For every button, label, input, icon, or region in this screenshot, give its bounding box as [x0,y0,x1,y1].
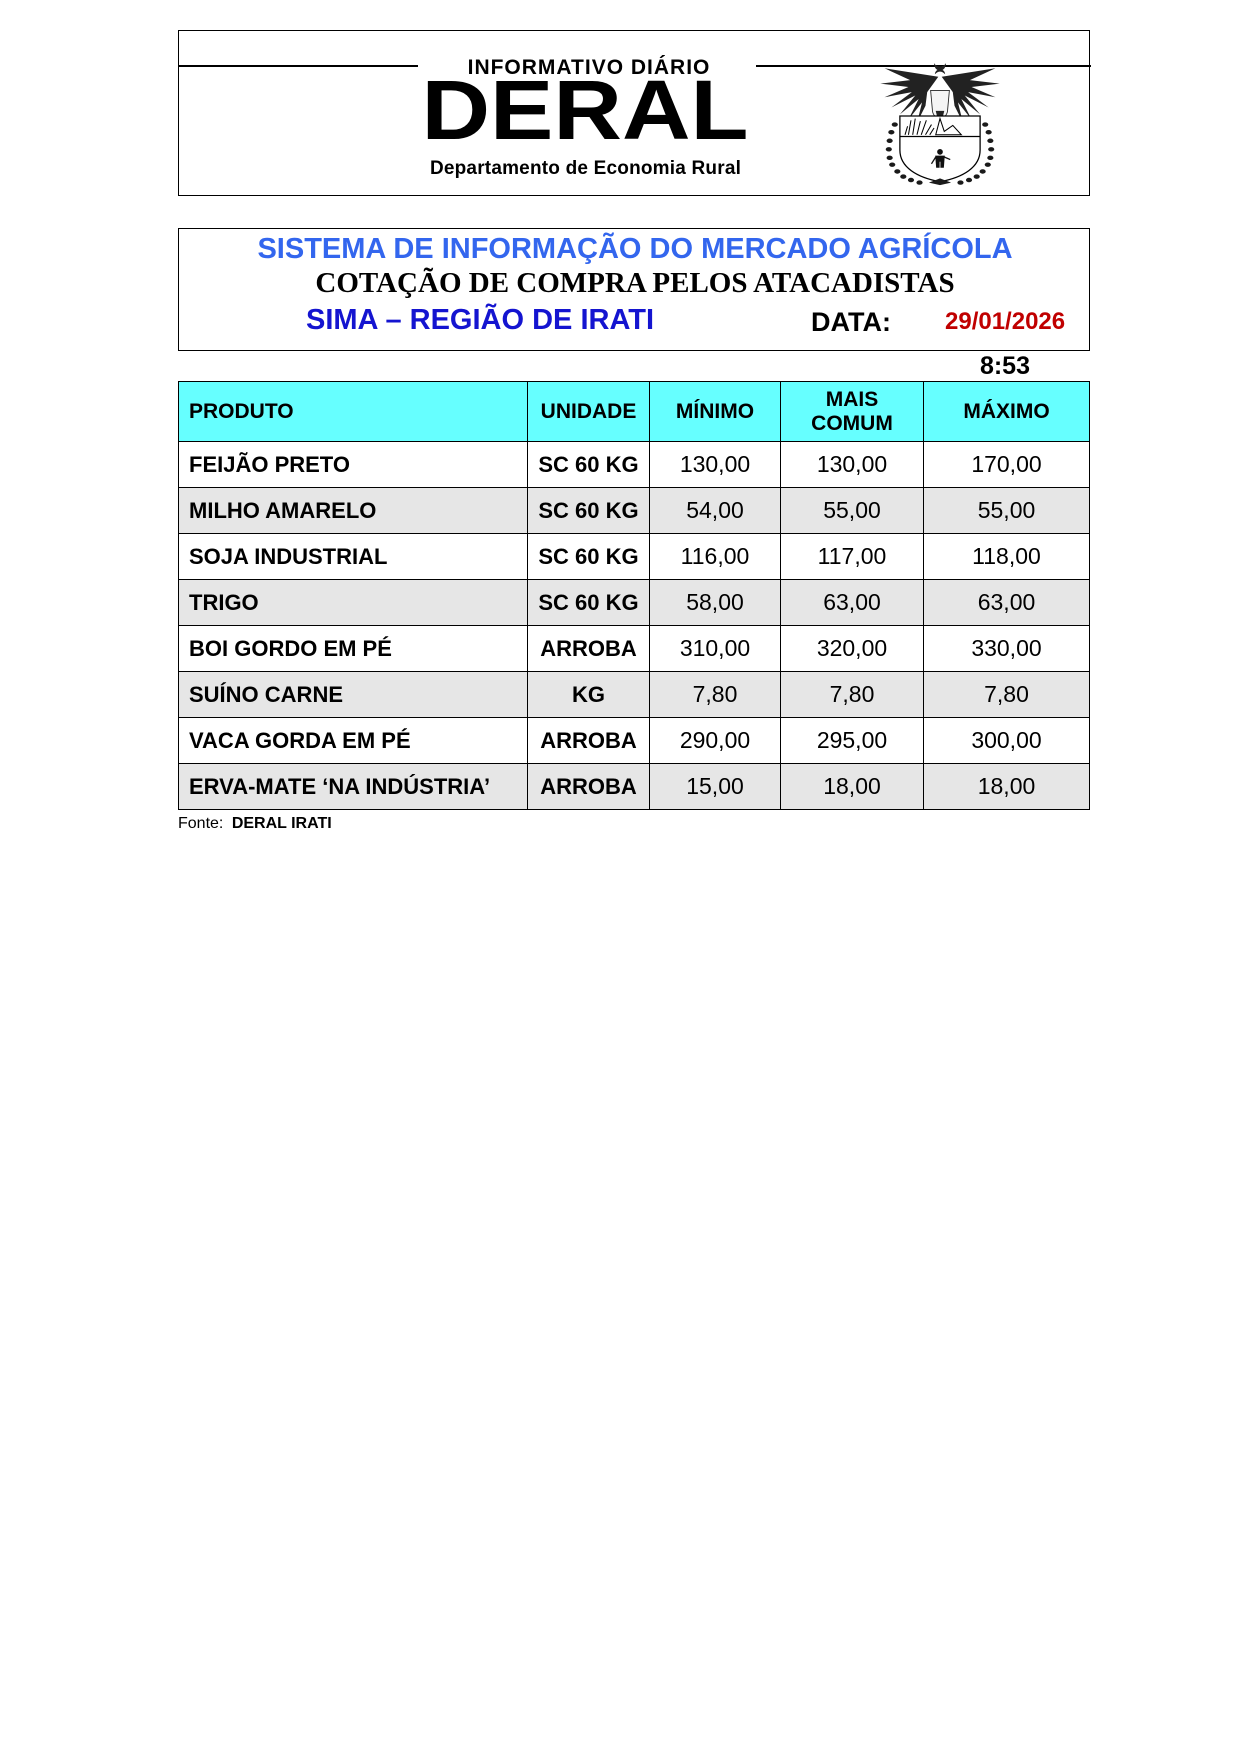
svg-text:DERAL: DERAL [422,71,749,153]
